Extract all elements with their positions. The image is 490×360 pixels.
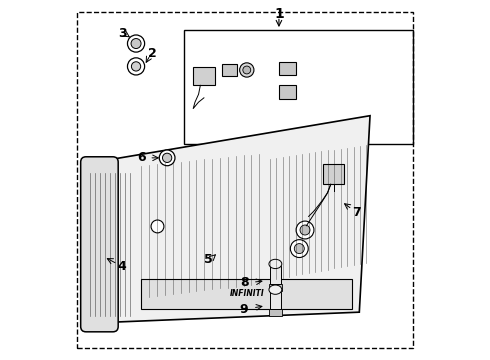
Bar (323, 163, 343, 184)
Bar (193, 67, 215, 85)
Text: 1: 1 (274, 7, 284, 21)
Circle shape (127, 35, 145, 52)
Bar (222, 64, 237, 76)
Circle shape (159, 150, 175, 166)
Ellipse shape (269, 285, 282, 294)
Circle shape (151, 220, 164, 233)
Circle shape (291, 240, 308, 257)
Circle shape (300, 225, 310, 235)
Circle shape (131, 62, 141, 71)
Bar (279, 85, 296, 99)
Bar (269, 284, 282, 291)
Text: 6: 6 (137, 151, 146, 165)
Circle shape (131, 39, 141, 49)
Text: 3: 3 (119, 27, 127, 40)
Circle shape (163, 153, 172, 162)
Bar (270, 292, 281, 309)
Text: 8: 8 (241, 276, 249, 289)
Circle shape (243, 66, 251, 74)
FancyBboxPatch shape (81, 157, 118, 332)
Circle shape (296, 221, 314, 239)
Circle shape (240, 63, 254, 77)
Bar (279, 62, 296, 75)
Bar (184, 30, 413, 144)
Text: 9: 9 (239, 303, 247, 316)
Text: 5: 5 (204, 253, 213, 266)
Text: 7: 7 (352, 206, 361, 219)
Circle shape (294, 244, 304, 253)
Text: 4: 4 (118, 260, 126, 273)
Bar (270, 266, 281, 284)
Text: INFINITI: INFINITI (229, 289, 264, 298)
Text: 2: 2 (148, 47, 157, 60)
Bar (269, 309, 282, 316)
Polygon shape (95, 116, 370, 323)
Bar (142, 279, 352, 309)
Circle shape (127, 58, 145, 75)
Ellipse shape (269, 259, 282, 269)
